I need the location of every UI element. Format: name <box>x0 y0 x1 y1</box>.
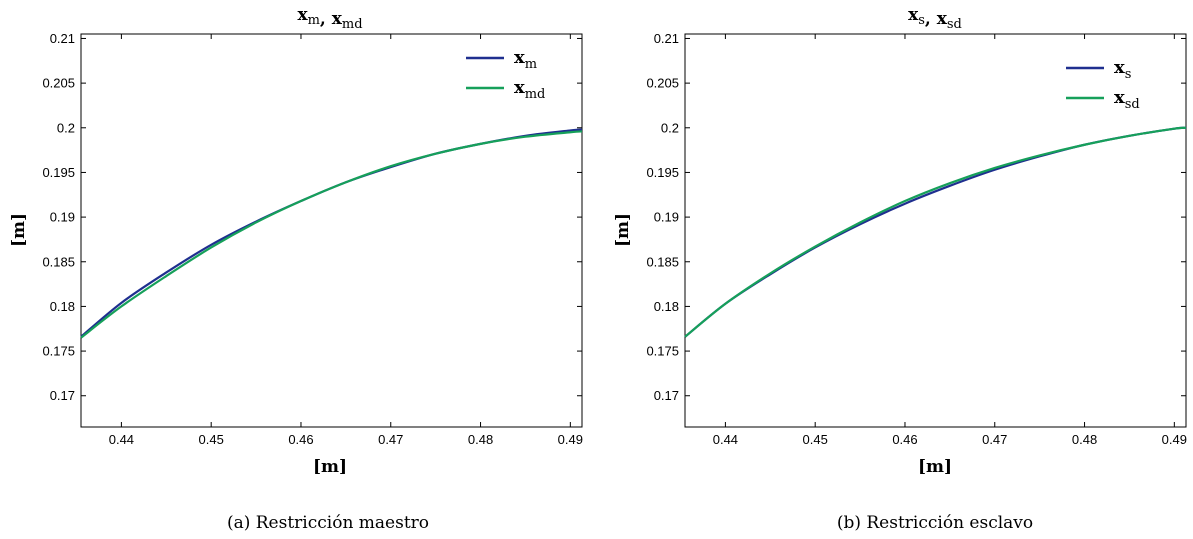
figure-caption: (b) Restricción esclavo <box>837 513 1033 533</box>
y-tick-label: 0.18 <box>654 299 679 314</box>
legend-label: xs <box>1114 57 1131 82</box>
y-tick-label: 0.195 <box>42 165 75 180</box>
title-subscript: s <box>918 13 925 28</box>
y-tick-label: 0.2 <box>661 120 679 135</box>
x-axis-label: [m] <box>313 457 347 477</box>
title-separator: , <box>320 9 332 29</box>
legend-label: xmd <box>514 77 545 102</box>
y-tick-label: 0.18 <box>50 299 75 314</box>
series-line-x-sd <box>684 126 1187 338</box>
y-tick-label: 0.17 <box>654 388 679 403</box>
legend-label: xm <box>514 47 537 72</box>
y-tick-label: 0.205 <box>646 76 679 91</box>
y-axis-label: [m] <box>613 213 633 247</box>
title-symbol: x <box>297 5 308 25</box>
chart-title: xm, xmd <box>297 5 362 32</box>
x-tick-label: 0.45 <box>803 432 828 447</box>
y-tick-label: 0.185 <box>646 254 679 269</box>
x-tick-label: 0.45 <box>199 432 224 447</box>
panel-restriccion-esclavo: xs, xsd 0.170.1750.180.1850.190.1950.20.… <box>613 5 1187 533</box>
title-separator: , <box>925 9 937 29</box>
series-lines <box>80 128 583 339</box>
title-subscript: sd <box>947 17 962 32</box>
legend-label: xsd <box>1114 87 1140 112</box>
title-symbol: x <box>937 9 948 29</box>
x-tick-label: 0.49 <box>1162 432 1187 447</box>
x-axis-label: [m] <box>918 457 952 477</box>
y-tick-label: 0.21 <box>654 31 679 46</box>
x-tick-label: 0.46 <box>892 432 917 447</box>
chart-title: xs, xsd <box>908 5 962 32</box>
y-tick-label: 0.17 <box>50 388 75 403</box>
x-tick-label: 0.44 <box>713 432 738 447</box>
y-tick-label: 0.2 <box>57 120 75 135</box>
x-tick-label: 0.48 <box>468 432 493 447</box>
x-axis: 0.44 0.45 0.46 0.47 0.48 0.49 <box>109 34 583 447</box>
y-tick-label: 0.19 <box>654 210 679 225</box>
figure-caption: (a) Restricción maestro <box>227 513 429 533</box>
panel-restriccion-maestro: xm, xmd 0.170.1750.180.1850.190.1950.20.… <box>9 5 583 533</box>
y-axis: 0.17 0.175 0.18 0.185 0.19 0.195 0.2 0.205 0.21 <box>42 31 582 403</box>
x-tick-label: 0.46 <box>288 432 313 447</box>
plot-area <box>80 33 583 428</box>
y-tick-label: 0.185 <box>42 254 75 269</box>
title-subscript: md <box>342 17 363 32</box>
series-lines <box>684 126 1187 338</box>
plot-area <box>684 33 1187 428</box>
series-line-x-md <box>80 130 583 339</box>
legend: xm xmd <box>466 47 545 102</box>
y-tick-label: 0.205 <box>42 76 75 91</box>
x-axis: 0.44 0.45 0.46 0.47 0.48 0.49 <box>713 34 1187 447</box>
x-tick-label: 0.48 <box>1072 432 1097 447</box>
x-tick-label: 0.47 <box>378 432 403 447</box>
title-subscript: m <box>308 13 320 28</box>
x-tick-label: 0.47 <box>982 432 1007 447</box>
y-tick-label: 0.19 <box>50 210 75 225</box>
title-symbol: x <box>908 5 919 25</box>
x-tick-label: 0.49 <box>558 432 583 447</box>
y-tick-label: 0.175 <box>42 344 75 359</box>
legend: xs xsd <box>1066 57 1140 112</box>
y-axis: 0.17 0.175 0.18 0.185 0.19 0.195 0.2 0.205 0.21 <box>646 31 1186 403</box>
y-axis-label: [m] <box>9 213 29 247</box>
y-tick-label: 0.195 <box>646 165 679 180</box>
x-tick-label: 0.44 <box>109 432 134 447</box>
title-symbol: x <box>332 9 343 29</box>
y-tick-label: 0.175 <box>646 344 679 359</box>
y-tick-label: 0.21 <box>50 31 75 46</box>
